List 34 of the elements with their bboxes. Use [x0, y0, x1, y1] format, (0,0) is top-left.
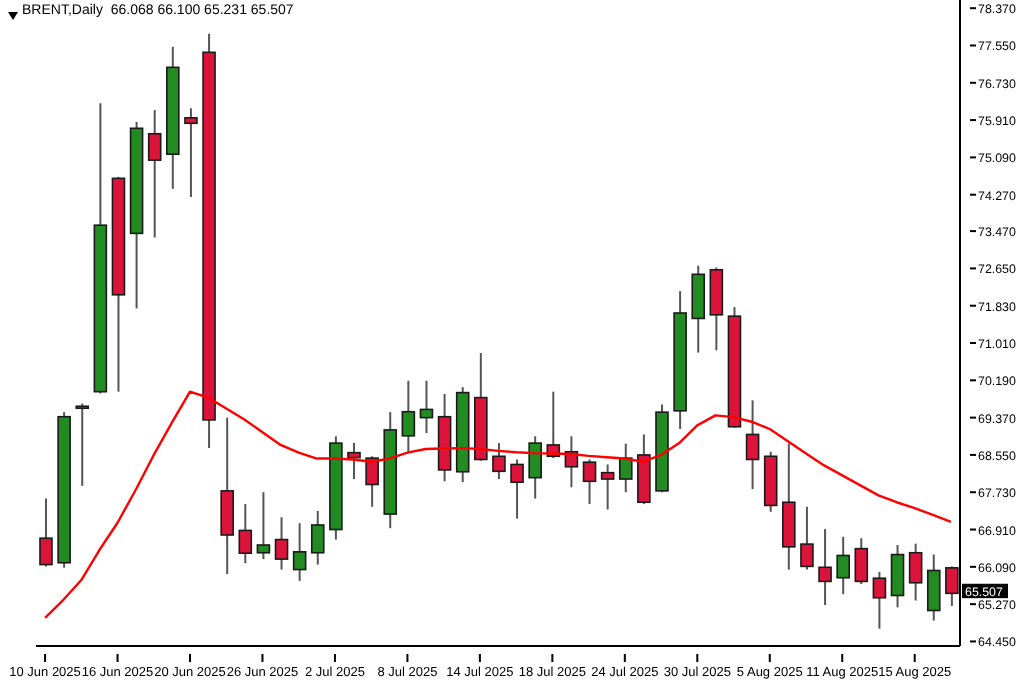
candlestick [745, 399, 760, 491]
candlestick [147, 109, 162, 239]
candlestick [945, 565, 959, 607]
candlestick [854, 537, 869, 586]
candlestick [184, 107, 198, 198]
candlestick [709, 266, 724, 352]
candlestick [274, 516, 289, 571]
candlestick [836, 535, 850, 596]
candlestick [292, 522, 307, 582]
candlestick [75, 402, 90, 487]
candlestick [220, 416, 234, 576]
candlestick [238, 503, 253, 565]
candlestick [528, 435, 542, 500]
candlestick [582, 458, 597, 506]
candlestick [818, 528, 832, 607]
candlestick [691, 264, 706, 354]
candlestick [492, 442, 506, 481]
candlestick [310, 509, 325, 566]
candlestick [800, 505, 814, 571]
candlestick [365, 455, 379, 508]
candlestick [908, 542, 923, 602]
candlestick [510, 458, 524, 520]
candlestick [926, 553, 941, 622]
candlestick [890, 544, 905, 609]
candlestick [256, 491, 271, 561]
candlestick [637, 433, 651, 506]
candlestick [39, 497, 53, 568]
candlestick [401, 379, 416, 454]
line-series [43, 390, 953, 619]
candlestick [872, 570, 887, 630]
candlestick [618, 442, 633, 494]
candlestick [782, 442, 796, 571]
candlestick [347, 442, 361, 481]
candlestick [600, 463, 615, 511]
